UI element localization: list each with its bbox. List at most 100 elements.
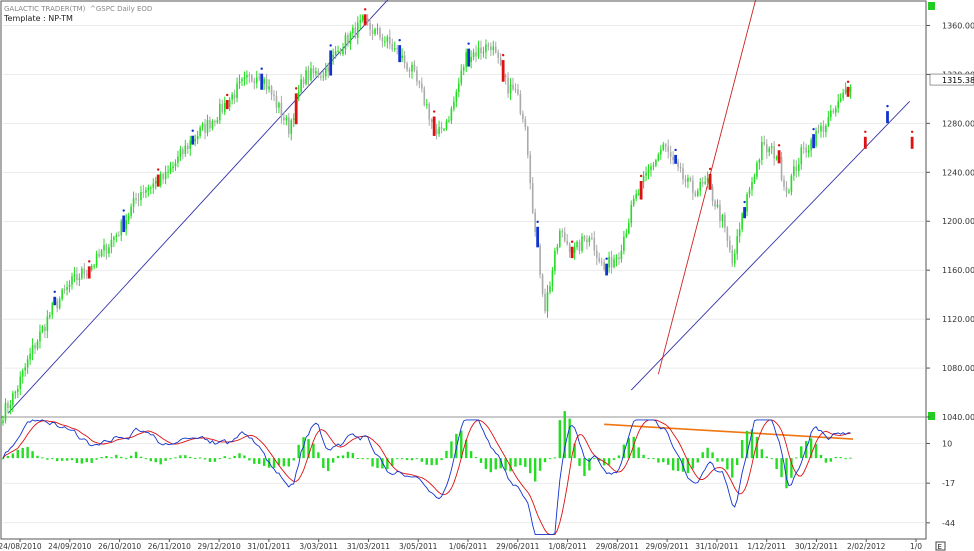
candle-body	[490, 46, 492, 51]
osc-histogram-bar	[711, 452, 714, 459]
candle-body	[179, 149, 182, 157]
candle-body	[103, 244, 105, 251]
osc-histogram-bar	[258, 458, 261, 464]
osc-histogram-bar	[524, 458, 527, 467]
candle-body	[785, 186, 788, 193]
osc-histogram-bar	[405, 458, 409, 461]
signal-dot	[536, 220, 539, 224]
signal-dot	[363, 8, 367, 11]
osc-histogram-bar	[85, 458, 88, 463]
signal-dot	[157, 168, 160, 171]
signal-dot	[122, 209, 125, 212]
osc-histogram-bar	[460, 430, 463, 459]
osc-histogram-bar	[489, 458, 493, 473]
candle-body	[384, 41, 386, 43]
candle-body	[588, 237, 591, 243]
osc-histogram-bar	[790, 458, 793, 478]
sell-signal-bar	[225, 99, 229, 110]
osc-histogram-bar	[70, 458, 74, 461]
candle-body	[514, 89, 517, 91]
osc-histogram-bar	[731, 458, 734, 478]
projection-sell-bar	[910, 136, 914, 149]
candle-body	[24, 367, 26, 371]
candle-body	[29, 353, 31, 360]
osc-histogram-bar	[755, 436, 759, 459]
candle-body	[258, 77, 261, 79]
osc-histogram-bar	[21, 447, 24, 459]
osc-histogram-bar	[184, 455, 187, 459]
osc-histogram-bar	[400, 458, 404, 460]
candle-body	[472, 52, 475, 57]
candle-body	[189, 140, 192, 149]
osc-histogram-bar	[770, 458, 773, 460]
candle-body	[632, 198, 635, 205]
price-tick-label: 1160.00	[942, 266, 974, 275]
candle-body	[241, 79, 243, 82]
osc-histogram-bar	[736, 458, 739, 466]
osc-histogram-bar	[637, 447, 640, 459]
candle-body	[359, 20, 362, 23]
candle-body	[186, 145, 189, 149]
candle-body	[465, 52, 467, 68]
candle-body	[645, 172, 647, 176]
settings-corner-button[interactable]	[935, 541, 946, 551]
candle-body	[307, 70, 310, 81]
osc-histogram-bar	[686, 458, 690, 474]
candle-body	[519, 93, 522, 114]
osc-histogram-bar	[331, 458, 335, 463]
osc-histogram-bar	[479, 458, 483, 463]
osc-histogram-bar	[164, 458, 167, 461]
osc-histogram-bar	[336, 455, 340, 459]
candle-body	[445, 120, 448, 130]
candle-body	[581, 236, 583, 251]
osc-histogram-bar	[598, 458, 601, 461]
candle-body	[692, 180, 694, 193]
candle-body	[413, 64, 416, 71]
candle-body	[354, 27, 357, 38]
candle-body	[219, 103, 221, 121]
candle-body	[834, 107, 837, 113]
candle-body	[830, 110, 832, 118]
candle-body	[300, 79, 302, 92]
candle-body	[164, 171, 167, 180]
projection-buy-bar	[886, 111, 889, 124]
candle-body	[332, 54, 334, 58]
candle-body	[682, 168, 684, 180]
candle-body	[832, 110, 835, 113]
candle-body	[559, 230, 561, 247]
candle-body	[450, 108, 453, 121]
candle-body	[724, 215, 726, 228]
candle-body	[556, 246, 559, 251]
candle-body	[152, 183, 155, 188]
candle-body	[243, 77, 246, 80]
price-tick-label: 1080.00	[942, 364, 974, 373]
osc-histogram-bar	[287, 458, 290, 467]
osc-histogram-bar	[455, 433, 458, 459]
date-tick-label: 1/06/2011	[449, 542, 488, 551]
candle-body	[842, 92, 844, 99]
candle-body	[327, 67, 330, 72]
osc-histogram-bar	[504, 458, 507, 471]
date-tick-label: 31/01/2011	[247, 542, 290, 551]
candle-body	[780, 156, 783, 180]
candle-body	[162, 173, 164, 180]
osc-histogram-bar	[218, 458, 222, 460]
signal-dot	[226, 93, 229, 97]
date-tick-label: 1/0	[910, 542, 922, 551]
osc-histogram-bar	[223, 456, 226, 459]
osc-histogram-bar	[420, 458, 424, 462]
candle-body	[194, 139, 196, 142]
candle-body	[807, 150, 810, 153]
candle-body	[174, 162, 177, 167]
candle-body	[125, 220, 127, 230]
date-tick-label: 1/12/2011	[747, 542, 786, 551]
candle-body	[627, 223, 630, 234]
candle-body	[159, 173, 162, 186]
candle-body	[209, 119, 211, 129]
candle-body	[66, 287, 68, 290]
top-right-marker	[928, 2, 935, 10]
candle-body	[669, 151, 672, 157]
osc-histogram-bar	[134, 451, 138, 459]
